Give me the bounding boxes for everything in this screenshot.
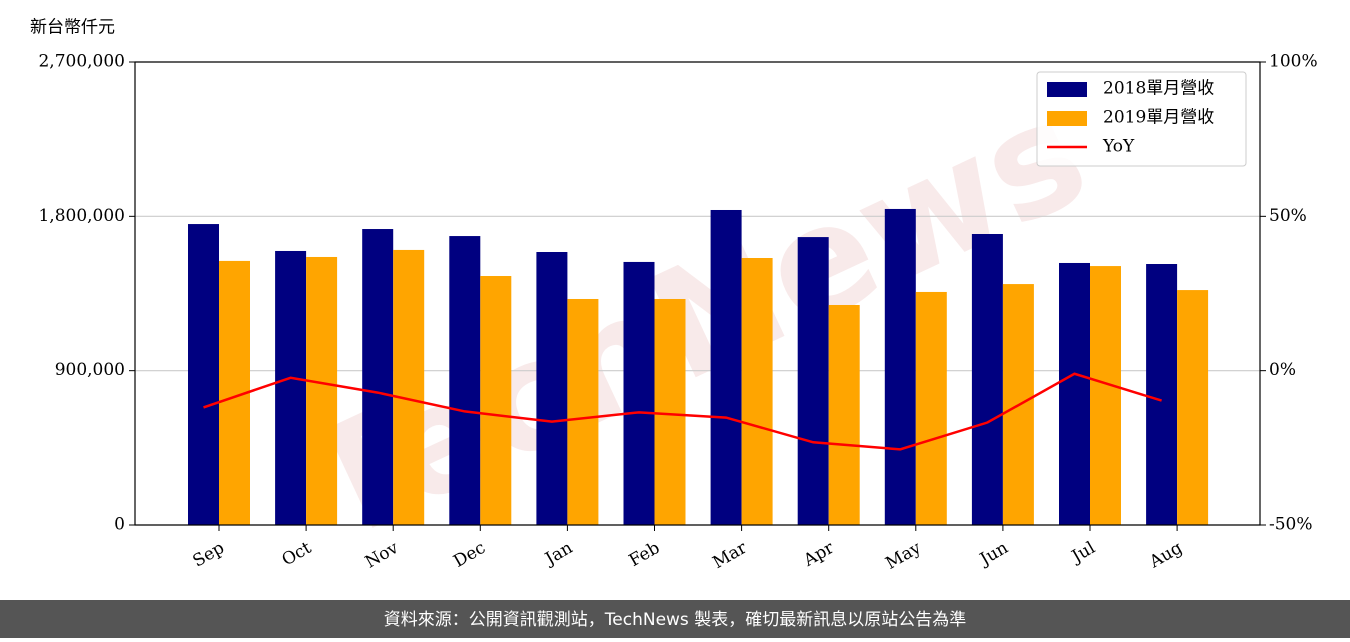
y-tick-label: 2,700,000 — [38, 52, 125, 72]
bar — [449, 236, 481, 525]
bar — [797, 237, 829, 526]
x-tick-label: Sep — [190, 538, 228, 572]
x-tick-label: Feb — [626, 538, 664, 571]
legend-swatch — [1047, 82, 1087, 97]
bar — [188, 224, 219, 526]
bar — [1090, 266, 1121, 525]
y2-tick-label: -50% — [1269, 515, 1313, 535]
y2-tick-label: 0% — [1269, 360, 1296, 380]
bar — [1177, 290, 1209, 525]
legend-swatch — [1047, 111, 1087, 126]
bar — [1146, 264, 1178, 525]
bar — [623, 261, 655, 525]
bar — [567, 298, 599, 525]
bar — [915, 291, 947, 525]
bar — [654, 298, 686, 525]
x-tick-label: May — [882, 538, 925, 574]
bar — [741, 258, 773, 525]
bar — [536, 252, 568, 526]
x-tick-label: Jan — [540, 538, 576, 570]
footer-text: 資料來源：公開資訊觀測站，TechNews 製表，確切最新訊息以原站公告為準 — [384, 610, 966, 630]
footer-bar — [0, 600, 1350, 638]
x-tick-label: Jul — [1067, 538, 1099, 568]
y2-tick-label: 50% — [1269, 206, 1307, 226]
x-tick-label: Mar — [709, 537, 751, 573]
x-tick-label: Jun — [975, 538, 1012, 571]
bar — [971, 233, 1003, 526]
bar — [393, 249, 425, 525]
y-axis-label: 新台幣仟元 — [30, 18, 115, 38]
legend-box — [1036, 71, 1247, 167]
line — [203, 372, 1162, 451]
bar — [362, 229, 394, 526]
legend-label: YoY — [1102, 137, 1135, 157]
x-tick-label: Apr — [799, 537, 838, 571]
y-tick-label: 1,800,000 — [38, 206, 125, 226]
bar — [1059, 262, 1090, 525]
bar — [710, 209, 742, 525]
legend-label: 2018單月營收 — [1103, 79, 1214, 99]
y-tick-label: 900,000 — [55, 360, 125, 380]
bar — [306, 256, 338, 525]
x-tick-label: Aug — [1145, 538, 1186, 573]
x-tick-label: Oct — [279, 538, 315, 571]
legend-label: 2019單月營收 — [1103, 108, 1214, 128]
y-tick-label: 0 — [114, 515, 125, 535]
bar — [828, 304, 860, 525]
x-tick-label: Dec — [450, 538, 489, 572]
bar — [480, 276, 512, 525]
bar — [275, 250, 307, 525]
y2-tick-label: 100% — [1269, 52, 1318, 72]
plot-frame — [134, 61, 1261, 526]
bar — [884, 208, 916, 525]
